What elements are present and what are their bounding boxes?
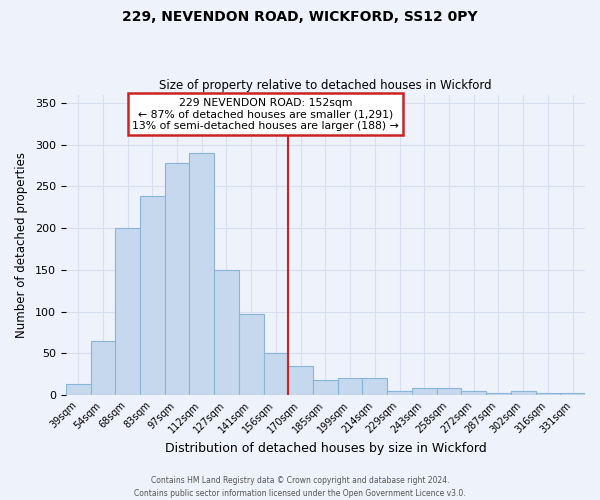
Bar <box>560 392 585 395</box>
Title: Size of property relative to detached houses in Wickford: Size of property relative to detached ho… <box>159 79 492 92</box>
Bar <box>387 391 412 395</box>
Bar <box>239 314 263 395</box>
Bar <box>140 196 164 395</box>
Bar <box>66 384 91 395</box>
Bar <box>511 391 536 395</box>
Bar <box>362 378 387 395</box>
Bar <box>190 153 214 395</box>
Bar <box>536 392 560 395</box>
Bar <box>412 388 437 395</box>
Bar <box>91 341 115 395</box>
Text: Contains HM Land Registry data © Crown copyright and database right 2024.
Contai: Contains HM Land Registry data © Crown c… <box>134 476 466 498</box>
Bar <box>164 163 190 395</box>
Bar <box>338 378 362 395</box>
Bar <box>437 388 461 395</box>
Bar <box>486 392 511 395</box>
Bar <box>313 380 338 395</box>
Text: 229 NEVENDON ROAD: 152sqm
← 87% of detached houses are smaller (1,291)
13% of se: 229 NEVENDON ROAD: 152sqm ← 87% of detac… <box>133 98 399 131</box>
Bar <box>214 270 239 395</box>
Bar <box>289 366 313 395</box>
Bar <box>461 391 486 395</box>
Bar <box>263 354 289 395</box>
Bar <box>115 228 140 395</box>
Y-axis label: Number of detached properties: Number of detached properties <box>15 152 28 338</box>
Text: 229, NEVENDON ROAD, WICKFORD, SS12 0PY: 229, NEVENDON ROAD, WICKFORD, SS12 0PY <box>122 10 478 24</box>
X-axis label: Distribution of detached houses by size in Wickford: Distribution of detached houses by size … <box>164 442 486 455</box>
